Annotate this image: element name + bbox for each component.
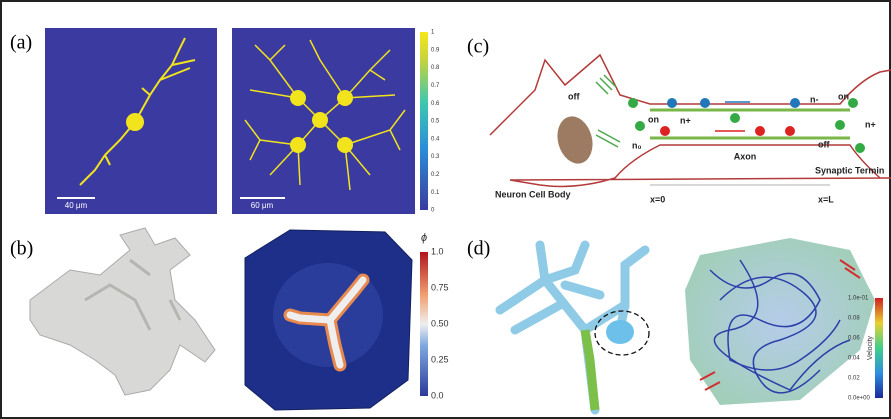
- colorbar-tick-label: 0.75: [431, 282, 449, 292]
- label: x=L: [818, 194, 834, 204]
- colorbar-tick-label: 0.5: [431, 119, 440, 125]
- colorbar-tick-label: 0.2: [431, 172, 440, 178]
- colorbar: [420, 32, 428, 210]
- label: Axon: [734, 151, 757, 161]
- scale-label: 40 μm: [65, 201, 88, 210]
- colorbar-tick-label: 0.6: [431, 101, 440, 107]
- label: off: [818, 139, 830, 149]
- label: on: [838, 91, 849, 101]
- colorbar-tick-label: 0.25: [431, 354, 449, 364]
- colorbar-tick-label: 0.06: [848, 336, 860, 342]
- label: x=0: [650, 194, 665, 204]
- panel-label: (a): [10, 32, 32, 54]
- panel-label: (b): [10, 238, 33, 260]
- colorbar-tick-label: 1.0: [431, 246, 444, 256]
- colorbar-tick-label: 1.0e-01: [848, 296, 869, 302]
- colorbar-tick-label: 0.0e+00: [848, 396, 871, 402]
- label: n+: [680, 115, 691, 125]
- label: on: [648, 114, 659, 124]
- label: off: [568, 91, 580, 101]
- colorbar-tick-label: 0.3: [431, 154, 440, 160]
- colorbar-tick-label: 0.04: [848, 356, 860, 362]
- colorbar-tick-label: 0.7: [431, 83, 440, 89]
- colorbar-tick-label: 0.4: [431, 136, 440, 142]
- soma: [606, 320, 634, 344]
- colorbar-tick-label: 0.50: [431, 318, 449, 328]
- colorbar-tick-label: 0.0: [431, 390, 444, 400]
- colorbar-tick-label: 0.02: [848, 376, 860, 382]
- colorbar-tick-label: 0.1: [431, 190, 440, 196]
- colorbar-tick-label: 0.08: [848, 316, 860, 322]
- panel-label: (c): [467, 36, 489, 58]
- colorbar-tick-label: 0.8: [431, 65, 440, 71]
- colorbar-tick-label: 0.9: [431, 47, 440, 53]
- label: n-: [810, 94, 819, 104]
- label: n₀: [632, 140, 642, 150]
- label: Synaptic Termin: [815, 165, 884, 175]
- figure: (a) 40 μm 60 μm 10.90.80.70.60.50.40.30.…: [0, 0, 891, 419]
- colorbar-symbol: ϕ: [421, 232, 427, 244]
- colorbar: [420, 252, 428, 396]
- label: Neuron Cell Body: [495, 189, 571, 199]
- colorbar-title: Velocity: [867, 335, 874, 360]
- colorbar: [875, 298, 883, 398]
- panel-label: (d): [467, 238, 490, 260]
- scale-label: 60 μm: [251, 201, 274, 210]
- soma: [126, 113, 144, 131]
- label: n+: [865, 119, 876, 129]
